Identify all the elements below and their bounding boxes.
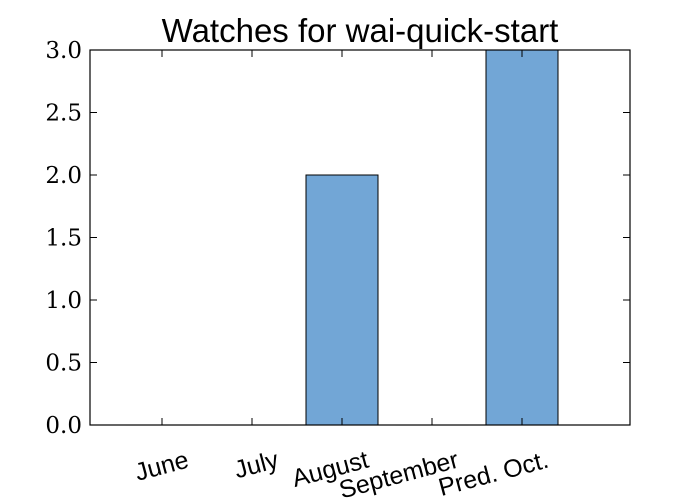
chart-title: Watches for wai-quick-start	[162, 12, 559, 49]
y-tick-label: 2.0	[45, 163, 82, 189]
y-tick-label: 0.5	[45, 351, 82, 377]
y-tick-label: 0.0	[45, 413, 82, 439]
y-tick-label: 1.0	[45, 288, 82, 314]
x-tick-label: June	[132, 446, 192, 487]
y-tick-label: 1.5	[45, 226, 82, 252]
plot-frame	[89, 49, 631, 426]
bar	[485, 49, 559, 426]
bar	[305, 174, 379, 426]
y-tick-label: 3.0	[45, 38, 82, 64]
x-tick-label: July	[231, 446, 282, 485]
y-tick-label: 2.5	[45, 101, 82, 127]
